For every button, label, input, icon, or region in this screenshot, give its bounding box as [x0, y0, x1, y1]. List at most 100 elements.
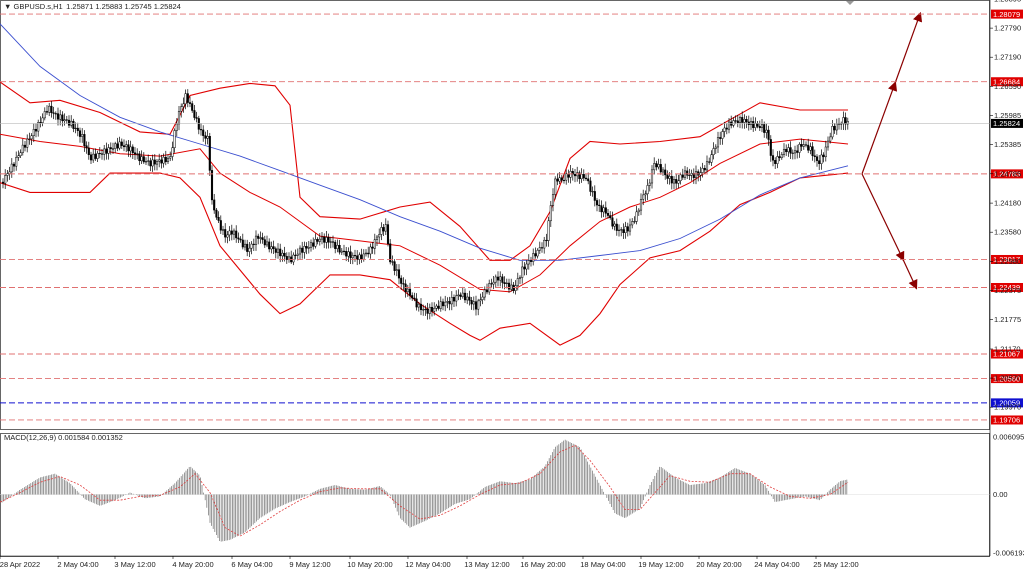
candle-body [492, 281, 495, 285]
candle [241, 233, 244, 250]
candle [6, 170, 9, 182]
price-tick-label: 1.28395 [994, 0, 1021, 3]
candle-body [356, 255, 359, 260]
candle [430, 302, 434, 317]
candle [477, 298, 480, 316]
candle [199, 123, 203, 136]
candle [261, 232, 264, 244]
candle-body [758, 126, 761, 129]
candle [554, 176, 557, 200]
candle [252, 238, 255, 252]
candle [507, 278, 511, 293]
candle [510, 278, 513, 292]
candle-body [408, 288, 412, 296]
candle-body [672, 179, 676, 184]
candle-body [199, 129, 203, 131]
candle [463, 288, 467, 304]
level-label: 1.26684 [991, 77, 1023, 86]
candle-body [45, 111, 49, 113]
candle [243, 239, 247, 251]
candle [422, 304, 425, 316]
candle-body [829, 136, 832, 142]
candle-body [144, 161, 148, 163]
candle [369, 243, 372, 259]
candle [771, 149, 775, 167]
candle [809, 142, 812, 155]
level-label-bg [991, 77, 1023, 87]
candle-body [235, 230, 238, 239]
candle-body [767, 129, 770, 140]
candle [466, 292, 469, 305]
candle [470, 296, 473, 310]
projection-arrow-down [861, 173, 918, 290]
macd-panel[interactable] [0, 433, 990, 557]
candle [162, 153, 165, 168]
candle [323, 233, 326, 249]
candle-body [723, 127, 726, 132]
candle [481, 291, 484, 305]
candle [15, 151, 18, 171]
candle [41, 113, 44, 127]
candle-body [378, 234, 381, 238]
macd-frame [0, 433, 990, 557]
candle-body [686, 170, 689, 176]
candle [802, 139, 805, 150]
candle [98, 147, 101, 159]
candle-body [631, 221, 634, 226]
candle-body [397, 269, 401, 279]
candle [360, 248, 363, 263]
candle-body [37, 122, 40, 132]
candle [52, 106, 55, 120]
candle [800, 138, 803, 151]
candle [448, 296, 451, 311]
candle [54, 111, 57, 120]
candle [452, 294, 456, 308]
candle [142, 152, 145, 164]
candle-body [461, 292, 464, 297]
candle [382, 223, 385, 237]
candle-body [384, 224, 387, 232]
candle [103, 145, 106, 161]
candle-body [800, 144, 803, 147]
candle [342, 244, 346, 256]
candle-body [754, 123, 757, 128]
level-label-text: 1.28079 [993, 10, 1020, 19]
candle [87, 141, 90, 160]
candle-body [844, 117, 847, 125]
candle-body [338, 245, 341, 253]
candle [769, 135, 772, 162]
candle [259, 231, 262, 244]
collapse-triangle-icon[interactable]: ▼ [4, 2, 14, 11]
candle-body [327, 237, 330, 243]
candle-body [329, 241, 332, 243]
candle [822, 152, 825, 163]
main-price-panel[interactable] [0, 0, 990, 430]
candle-body [466, 296, 469, 301]
candle-body [140, 156, 143, 162]
candle-body [224, 229, 227, 238]
candle-body [642, 194, 645, 200]
candle [699, 166, 702, 181]
candle-body [28, 138, 31, 140]
candle-body [697, 171, 700, 176]
candle-body [162, 156, 165, 164]
candle [314, 233, 317, 249]
candle [230, 224, 233, 241]
candle-body [666, 174, 669, 179]
candle [835, 118, 838, 135]
candle-body [94, 153, 97, 159]
candle-body [477, 300, 480, 310]
candle [760, 119, 764, 133]
candle-body [791, 152, 794, 154]
price-tick-label: 1.27790 [994, 24, 1021, 33]
candle [298, 245, 302, 260]
candle [474, 295, 478, 316]
candle [683, 165, 687, 180]
candle [565, 169, 568, 185]
candle [228, 226, 231, 242]
candle-body [252, 243, 255, 245]
candle-body [336, 245, 339, 249]
candle [34, 123, 38, 138]
candle-body [391, 261, 394, 263]
